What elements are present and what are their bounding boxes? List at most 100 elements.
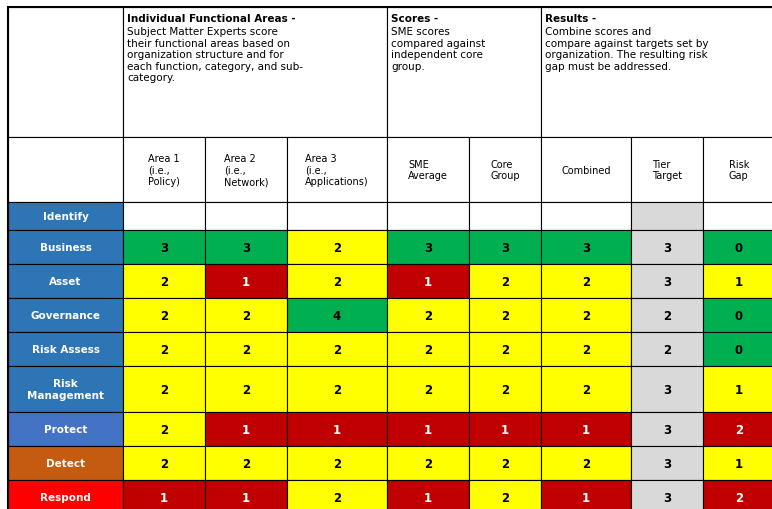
Bar (287, 231, 387, 265)
Text: 1: 1 (160, 491, 168, 503)
Bar (287, 138, 387, 203)
Text: 2: 2 (333, 457, 341, 470)
Text: 3: 3 (582, 241, 590, 254)
Text: Risk
Gap: Risk Gap (729, 159, 749, 181)
Text: 2: 2 (582, 383, 590, 395)
Text: 1: 1 (424, 275, 432, 288)
Bar (205, 203, 287, 231)
Bar (469, 480, 541, 509)
Text: 2: 2 (582, 309, 590, 322)
Text: 1: 1 (582, 491, 590, 503)
Bar (703, 480, 772, 509)
Bar (205, 231, 287, 265)
Text: 1: 1 (242, 275, 250, 288)
Text: 1: 1 (735, 275, 743, 288)
Bar (541, 480, 631, 509)
Bar (287, 480, 387, 509)
Bar (8, 203, 123, 231)
Bar (205, 446, 287, 480)
Text: Protect: Protect (44, 424, 87, 434)
Text: 2: 2 (333, 343, 341, 356)
Text: 2: 2 (160, 309, 168, 322)
Bar (469, 412, 541, 446)
Bar (123, 203, 205, 231)
Text: 2: 2 (333, 491, 341, 503)
Bar (541, 138, 631, 203)
Bar (123, 231, 205, 265)
Bar (387, 298, 469, 332)
Text: Business: Business (39, 242, 91, 252)
Bar (287, 332, 387, 366)
Bar (205, 366, 287, 412)
Bar (631, 203, 703, 231)
Bar (123, 8, 387, 138)
Text: 2: 2 (242, 343, 250, 356)
Text: 1: 1 (735, 383, 743, 395)
Text: Tier
Target: Tier Target (652, 159, 682, 181)
Text: 2: 2 (735, 422, 743, 436)
Text: 3: 3 (501, 241, 509, 254)
Bar (541, 366, 631, 412)
Text: 2: 2 (582, 343, 590, 356)
Text: 2: 2 (242, 383, 250, 395)
Text: Detect: Detect (46, 458, 85, 468)
Text: Area 3
(i.e.,
Applications): Area 3 (i.e., Applications) (305, 154, 369, 187)
Bar (123, 412, 205, 446)
Text: 2: 2 (663, 309, 671, 322)
Text: 0: 0 (735, 343, 743, 356)
Bar (287, 203, 387, 231)
Bar (703, 446, 772, 480)
Text: 2: 2 (242, 457, 250, 470)
Text: 2: 2 (160, 275, 168, 288)
Text: 3: 3 (424, 241, 432, 254)
Bar (703, 412, 772, 446)
Bar (287, 412, 387, 446)
Text: 2: 2 (333, 383, 341, 395)
Text: 1: 1 (333, 422, 341, 436)
Text: 2: 2 (160, 422, 168, 436)
Text: Subject Matter Experts score
their functional areas based on
organization struct: Subject Matter Experts score their funct… (127, 27, 303, 83)
Text: Core
Group: Core Group (490, 159, 520, 181)
Text: 2: 2 (160, 457, 168, 470)
Text: Governance: Governance (31, 310, 100, 320)
Text: Combine scores and
compare against targets set by
organization. The resulting ri: Combine scores and compare against targe… (545, 27, 709, 72)
Bar (387, 480, 469, 509)
Text: Respond: Respond (40, 492, 91, 502)
Bar (703, 298, 772, 332)
Text: 1: 1 (242, 491, 250, 503)
Bar (703, 138, 772, 203)
Bar (205, 332, 287, 366)
Text: 1: 1 (242, 422, 250, 436)
Text: 1: 1 (424, 491, 432, 503)
Bar (631, 231, 703, 265)
Text: 1: 1 (424, 422, 432, 436)
Text: 2: 2 (501, 457, 509, 470)
Text: Identify: Identify (42, 212, 89, 221)
Text: 2: 2 (501, 383, 509, 395)
Bar (703, 265, 772, 298)
Bar (469, 265, 541, 298)
Bar (287, 298, 387, 332)
Text: 3: 3 (663, 491, 671, 503)
Text: 1: 1 (582, 422, 590, 436)
Text: SME
Average: SME Average (408, 159, 448, 181)
Bar (387, 8, 541, 138)
Bar (541, 446, 631, 480)
Text: 2: 2 (424, 457, 432, 470)
Bar (8, 138, 123, 203)
Text: 2: 2 (242, 309, 250, 322)
Text: 2: 2 (333, 275, 341, 288)
Text: 3: 3 (663, 241, 671, 254)
Text: 0: 0 (735, 309, 743, 322)
Bar (631, 480, 703, 509)
Bar (469, 138, 541, 203)
Text: 2: 2 (501, 343, 509, 356)
Bar (123, 366, 205, 412)
Bar (631, 265, 703, 298)
Bar (205, 138, 287, 203)
Bar (387, 203, 469, 231)
Bar (541, 412, 631, 446)
Bar (387, 446, 469, 480)
Bar (631, 412, 703, 446)
Bar (469, 231, 541, 265)
